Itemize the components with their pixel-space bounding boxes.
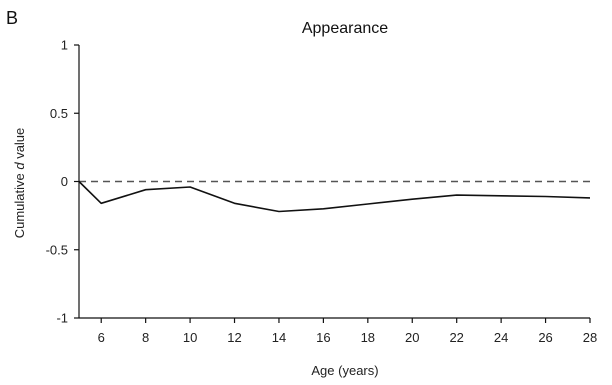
x-tick-label: 14 [272,330,286,345]
chart-title: Appearance [302,20,388,37]
y-tick-label: 0 [61,174,68,189]
y-tick-label: -1 [56,311,68,326]
y-axis-label-suffix: value [12,128,27,163]
y-axis-label-prefix: Cumulative [12,170,27,239]
y-tick-label: 0.5 [50,106,68,121]
y-tick-label: -0.5 [46,242,68,257]
x-tick-label: 10 [183,330,197,345]
x-tick-label: 16 [316,330,330,345]
panel-label: B [6,8,18,28]
x-tick-label: 8 [142,330,149,345]
x-tick-label: 26 [538,330,552,345]
x-tick-label: 24 [494,330,508,345]
y-axis-label: Cumulative d value [12,128,27,239]
x-tick-label: 18 [361,330,375,345]
x-tick-label: 20 [405,330,419,345]
x-tick-label: 12 [227,330,241,345]
y-axis-label-italic: d [12,162,27,170]
x-tick-label: 22 [449,330,463,345]
x-tick-label: 28 [583,330,597,345]
x-axis-label: Age (years) [311,363,378,378]
series-line [78,180,591,213]
y-tick-label: 1 [61,38,68,53]
x-tick-label: 6 [98,330,105,345]
